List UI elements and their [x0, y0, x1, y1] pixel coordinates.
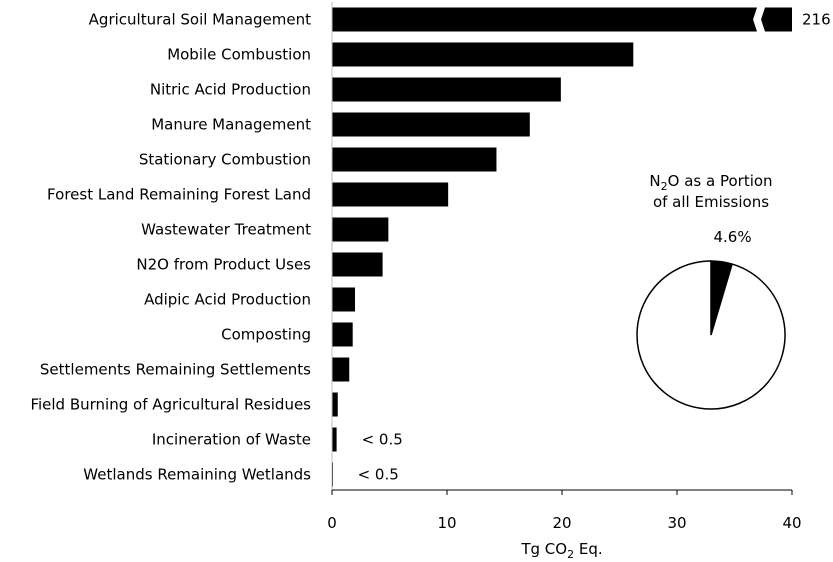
x-tick-label: 20	[552, 514, 571, 532]
category-label: Wastewater Treatment	[141, 221, 311, 239]
data-label: < 0.5	[362, 431, 403, 449]
data-label: 216	[802, 11, 831, 29]
category-label: Adipic Acid Production	[144, 291, 311, 309]
category-label: Forest Land Remaining Forest Land	[47, 186, 311, 204]
x-tick-label: 0	[327, 514, 337, 532]
pie-inset: N2O as a Portion of all Emissions 4.6%	[636, 172, 786, 410]
bar	[332, 392, 338, 417]
data-label: < 0.5	[358, 466, 399, 484]
category-label: Manure Management	[151, 116, 311, 134]
axis-break-marker	[753, 7, 765, 32]
bar	[332, 77, 561, 102]
pie-slice	[636, 260, 786, 410]
x-axis: 0 10 20 30 40	[327, 2, 802, 532]
value-labels: 216 < 0.5 < 0.5	[358, 11, 831, 484]
bar	[332, 287, 355, 312]
bar	[332, 147, 497, 172]
category-label: Composting	[221, 326, 311, 344]
category-label: Nitric Acid Production	[150, 81, 311, 99]
bar	[332, 182, 449, 207]
pie-title-line1: N2O as a Portion	[649, 172, 772, 193]
category-label: Field Burning of Agricultural Residues	[30, 396, 311, 414]
bar	[332, 357, 350, 382]
category-label: Mobile Combustion	[167, 46, 311, 64]
category-label: Incineration of Waste	[152, 431, 311, 449]
x-tick-label: 40	[782, 514, 801, 532]
pie-title-line2: of all Emissions	[653, 193, 769, 211]
bar	[332, 252, 383, 277]
category-label: Settlements Remaining Settlements	[40, 361, 311, 379]
x-tick-label: 10	[437, 514, 456, 532]
bar	[332, 217, 389, 242]
bars-group	[332, 7, 792, 487]
bar	[332, 322, 353, 347]
category-label: Agricultural Soil Management	[89, 11, 311, 29]
x-axis-title: Tg CO2 Eq.	[520, 540, 602, 561]
pie-slice-label: 4.6%	[713, 228, 751, 246]
category-label: N2O from Product Uses	[136, 256, 311, 274]
category-label: Wetlands Remaining Wetlands	[83, 466, 311, 484]
bar	[332, 427, 337, 452]
bar	[332, 7, 792, 32]
category-label: Stationary Combustion	[139, 151, 311, 169]
bar	[332, 112, 530, 137]
bar	[332, 42, 634, 67]
category-labels: Agricultural Soil Management Mobile Combu…	[30, 11, 311, 484]
x-tick-label: 30	[667, 514, 686, 532]
